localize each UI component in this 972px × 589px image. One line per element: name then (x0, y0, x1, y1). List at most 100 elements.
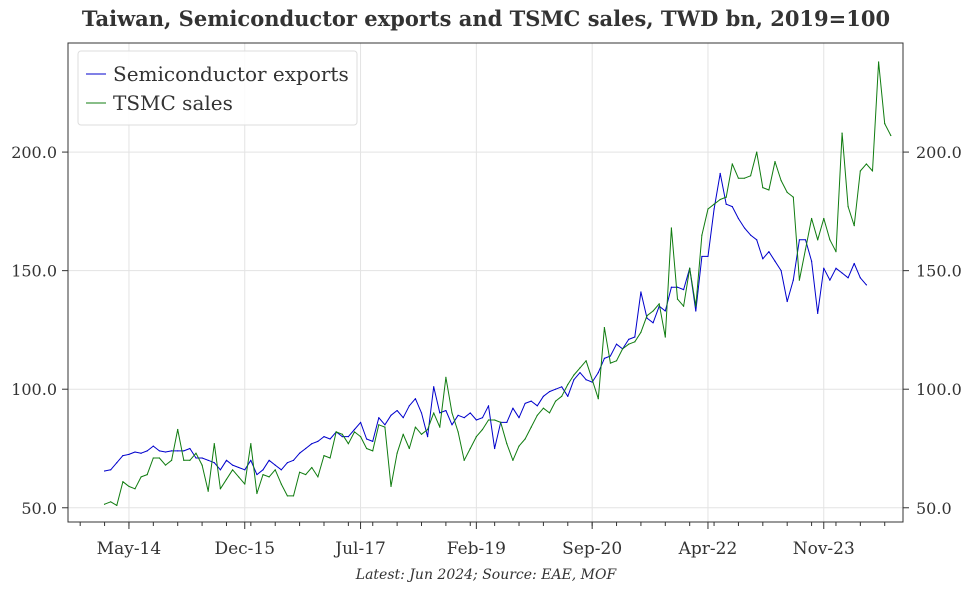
semiconductor-exports-point (768, 251, 770, 253)
semiconductor-exports-point (859, 277, 861, 279)
semiconductor-exports-point (414, 398, 417, 400)
semiconductor-exports-point (835, 267, 837, 269)
tsmc-sales-series (103, 61, 892, 507)
tsmc-sales-point (366, 447, 368, 450)
semiconductor-exports-point (713, 208, 715, 210)
tsmc-sales-point (652, 310, 654, 312)
tsmc-sales-point (305, 473, 307, 476)
semiconductor-exports-point (701, 255, 703, 258)
semiconductor-exports-point (359, 421, 362, 424)
x-tick-label: Sep-20 (562, 539, 622, 559)
semiconductor-exports-point (494, 447, 496, 450)
tsmc-sales-point (792, 196, 794, 198)
tsmc-sales-point (737, 177, 740, 179)
tsmc-sales-point (713, 203, 715, 205)
tsmc-sales-point (664, 336, 666, 338)
tsmc-sales-point (798, 279, 800, 281)
tsmc-sales-point (695, 305, 697, 307)
semiconductor-exports-point (792, 279, 794, 281)
semiconductor-exports-point (762, 258, 764, 260)
semiconductor-exports-point (244, 469, 246, 471)
tsmc-sales-point (207, 490, 209, 492)
tsmc-sales-point (530, 426, 532, 428)
tsmc-sales-point (542, 407, 545, 409)
tsmc-sales-point (219, 488, 221, 490)
semiconductor-exports-point (305, 447, 307, 450)
tsmc-sales-point (469, 447, 471, 450)
semiconductor-exports-point (372, 440, 374, 442)
tsmc-sales-point (561, 395, 563, 397)
semiconductor-exports-point (530, 400, 532, 402)
tsmc-sales-point (719, 198, 721, 201)
semiconductor-exports-point (615, 343, 618, 345)
semiconductor-exports-point (780, 270, 782, 272)
semiconductor-exports-point (676, 286, 679, 288)
tsmc-sales-point (536, 414, 538, 416)
tsmc-sales-point (408, 447, 410, 450)
semiconductor-exports-point (250, 459, 252, 461)
semiconductor-exports-point (262, 469, 264, 471)
tsmc-sales-point (554, 400, 557, 402)
tsmc-sales-point (579, 367, 581, 369)
semiconductor-exports-point (390, 414, 392, 416)
semiconductor-exports-point (853, 262, 855, 265)
semiconductor-exports-point (548, 390, 551, 393)
tsmc-sales-point (890, 134, 892, 137)
tsmc-sales-point (128, 485, 130, 488)
semiconductor-exports-point (475, 419, 477, 421)
tsmc-sales-point (743, 177, 746, 179)
tsmc-sales-point (110, 501, 112, 503)
tsmc-sales-point (414, 426, 417, 428)
semiconductor-exports-point (719, 172, 721, 175)
tsmc-sales-point (426, 428, 429, 431)
semiconductor-exports-point (603, 357, 605, 359)
semiconductor-exports-point (847, 277, 849, 279)
tsmc-sales-point (250, 443, 252, 445)
semiconductor-exports-point (469, 412, 471, 414)
tsmc-sales-point (201, 464, 203, 466)
tsmc-sales-point (835, 251, 837, 253)
tsmc-sales-point (347, 443, 349, 445)
tsmc-sales-point (323, 455, 325, 457)
tsmc-sales-point (433, 412, 435, 414)
semiconductor-exports-point (329, 438, 331, 440)
tsmc-sales-point (286, 495, 289, 497)
legend-label-semiconductor-exports: Semiconductor exports (113, 62, 349, 86)
tsmc-sales-point (689, 267, 691, 269)
tsmc-sales-point (335, 431, 337, 433)
semiconductor-exports-point (177, 450, 179, 452)
tsmc-sales-point (591, 379, 593, 381)
tsmc-sales-point (670, 227, 672, 229)
semiconductor-exports-point (554, 388, 557, 390)
tsmc-sales-point (567, 383, 569, 386)
tsmc-sales-point (134, 488, 136, 490)
tsmc-sales-point (317, 476, 319, 478)
semiconductor-exports-point (628, 338, 630, 341)
semiconductor-exports-point (171, 450, 173, 452)
tsmc-sales-point (262, 473, 264, 476)
semiconductor-exports-point (518, 417, 520, 419)
tsmc-sales-point (390, 485, 392, 488)
tsmc-sales-point (439, 426, 441, 428)
semiconductor-exports-point (274, 464, 276, 466)
semiconductor-exports-point (116, 462, 118, 464)
tsmc-sales-point (512, 459, 514, 461)
tsmc-sales-point (506, 443, 508, 445)
x-tick-label: May-14 (97, 539, 162, 559)
legend-box (77, 50, 358, 126)
chart-footnote: Latest: Jun 2024; Source: EAE, MOF (355, 567, 617, 583)
semiconductor-exports-point (451, 424, 453, 426)
tsmc-sales-point (183, 459, 185, 461)
semiconductor-exports-point (823, 267, 825, 269)
semiconductor-exports-point (652, 322, 654, 324)
semiconductor-exports-point (585, 379, 587, 381)
tsmc-sales-point (177, 428, 179, 431)
tsmc-sales-point (823, 217, 825, 220)
tsmc-sales-point (786, 191, 788, 193)
tsmc-sales-point (329, 457, 331, 459)
tsmc-sales-point (810, 217, 813, 220)
semiconductor-exports-point (542, 395, 545, 397)
tsmc-sales-point (195, 452, 197, 454)
tsmc-sales-point (164, 464, 167, 466)
semiconductor-exports-point (128, 453, 130, 456)
